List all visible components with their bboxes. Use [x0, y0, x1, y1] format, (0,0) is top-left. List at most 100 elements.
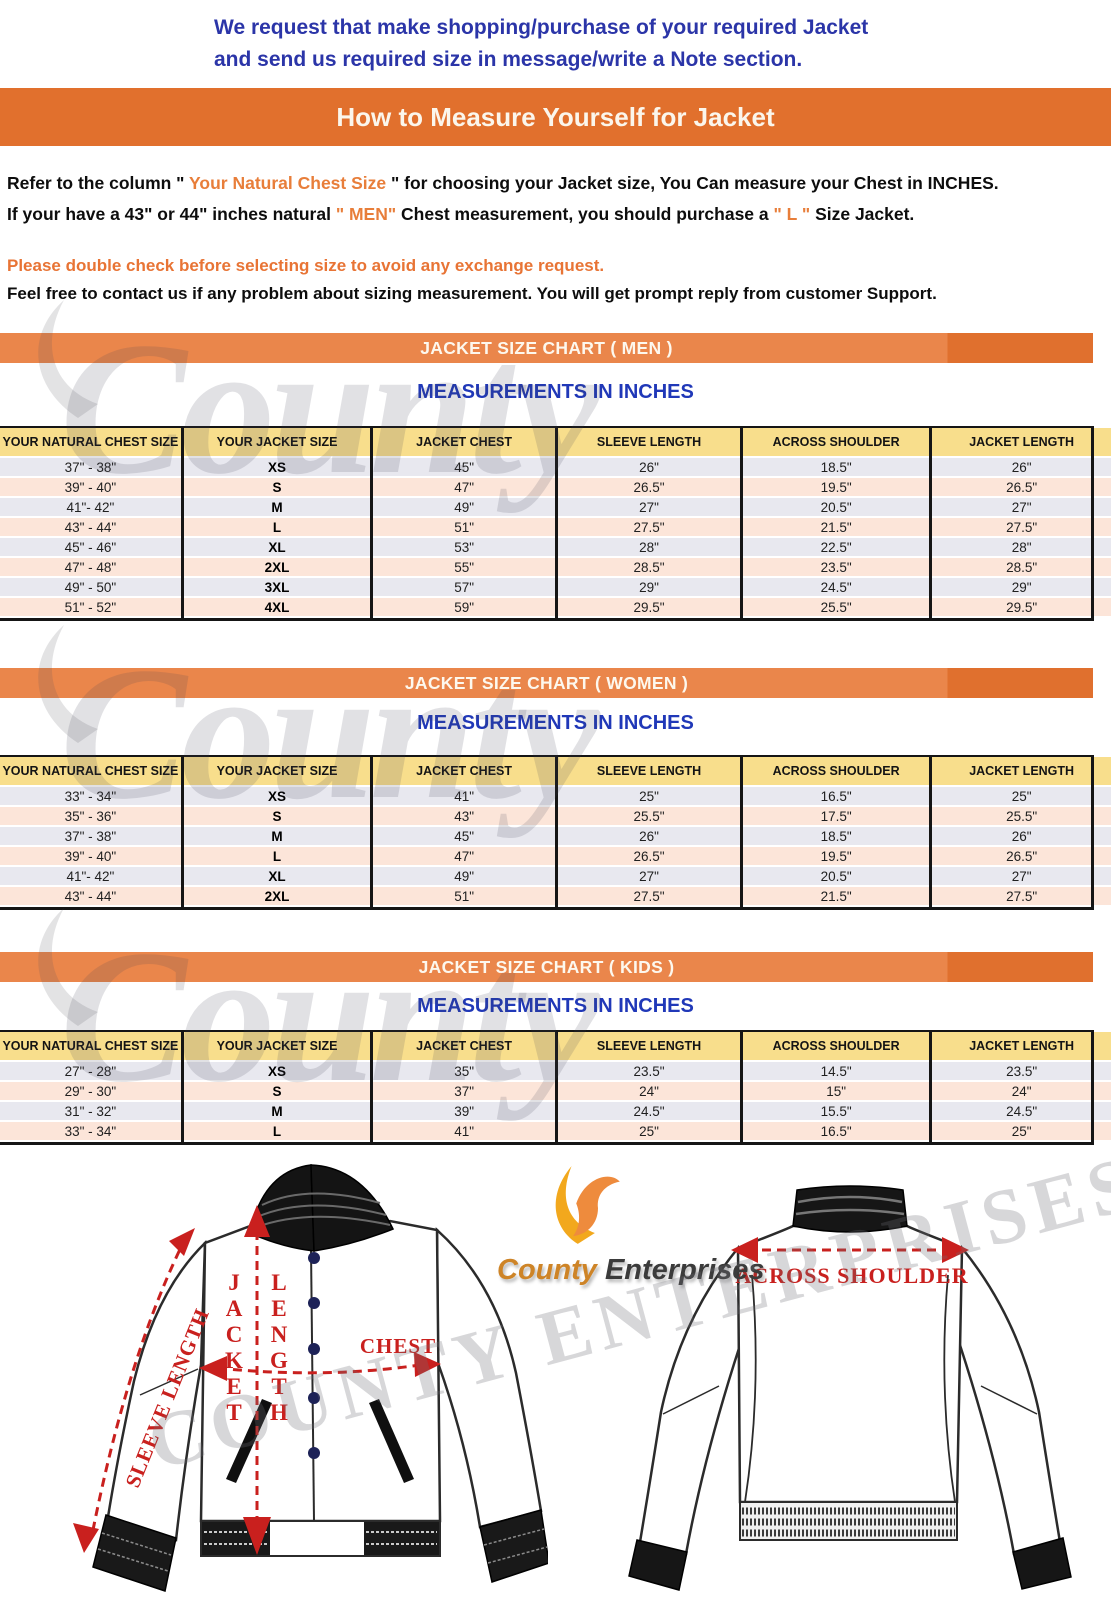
column-header: YOUR JACKET SIZE [180, 428, 372, 458]
table-cell: 53" [370, 537, 557, 558]
table-cell: XL [180, 537, 372, 558]
table-cell: 27.5" [555, 517, 742, 538]
table-cell: 23.5" [555, 1061, 742, 1082]
table-row: 33" - 34" XS 41" 25" 16.5" 25" [0, 786, 1111, 807]
table-cell: 18.5" [739, 826, 931, 847]
sleeve-arrow-top [169, 1228, 195, 1256]
table-cell: 26" [929, 457, 1111, 478]
table-cell: 23.5" [929, 1061, 1111, 1082]
table-cell: 20.5" [739, 866, 931, 887]
column-header: JACKET LENGTH [929, 428, 1111, 458]
table-cell: 37" - 38" [0, 457, 183, 478]
table-cell: 26.5" [929, 846, 1111, 867]
table-cell: 23.5" [739, 557, 931, 578]
table-cell: 51" - 52" [0, 597, 183, 618]
table-cell: 28.5" [555, 557, 742, 578]
table-cell: 16.5" [739, 1121, 931, 1142]
table-cell: 49" - 50" [0, 577, 183, 598]
table-cell: 25" [555, 786, 742, 807]
shoulder-arrow-left [731, 1237, 758, 1263]
table-cell: 27" [555, 497, 742, 518]
table-cell: 27.5" [555, 886, 742, 907]
brand-name-county: County [497, 1254, 605, 1286]
table-row: 37" - 38" XS 45" 26" 18.5" 26" [0, 457, 1111, 478]
table-row: 43" - 44" 2XL 51" 27.5" 21.5" 27.5" [0, 886, 1111, 907]
table-row: 51" - 52" 4XL 59" 29.5" 25.5" 29.5" [0, 597, 1111, 618]
table-cell: 45" - 46" [0, 537, 183, 558]
table-cell: 17.5" [739, 806, 931, 827]
table-row: 29" - 30" S 37" 24" 15" 24" [0, 1081, 1111, 1102]
men-chart-subtitle: MEASUREMENTS IN INCHES [417, 381, 694, 403]
men-chart-banner: JACKET SIZE CHART ( MEN ) [0, 333, 1093, 363]
table-header-row: YOUR NATURAL CHEST SIZE YOUR JACKET SIZE J… [0, 757, 1111, 787]
column-header: SLEEVE LENGTH [555, 757, 742, 787]
table-cell: 27" [929, 866, 1111, 887]
table-cell: 51" [370, 517, 557, 538]
shoulder-arrow-right [942, 1237, 969, 1263]
contact-note: Feel free to contact us if any problem a… [7, 284, 937, 303]
table-cell: 15.5" [739, 1101, 931, 1122]
table-cell: 24" [929, 1081, 1111, 1102]
table-border [0, 618, 1094, 621]
table-row: 39" - 40" S 47" 26.5" 19.5" 26.5" [0, 477, 1111, 498]
table-cell: 25" [929, 1121, 1111, 1142]
table-cell: 2XL [180, 557, 372, 578]
men-size-table-grid: YOUR NATURAL CHEST SIZE YOUR JACKET SIZE J… [0, 428, 1111, 618]
table-border [1091, 426, 1094, 618]
table-cell: 35" [370, 1061, 557, 1082]
table-cell: 20.5" [739, 497, 931, 518]
women-size-table: YOUR NATURAL CHEST SIZE YOUR JACKET SIZE J… [0, 755, 1111, 910]
table-cell: 24" [555, 1081, 742, 1102]
across-shoulder-label: ACROSS SHOULDER [735, 1263, 968, 1288]
table-cell: L [180, 517, 372, 538]
length-arrow-top [244, 1205, 270, 1237]
table-row: 27" - 28" XS 35" 23.5" 14.5" 23.5" [0, 1061, 1111, 1082]
table-cell: 41" [370, 1121, 557, 1142]
table-row: 35" - 36" S 43" 25.5" 17.5" 25.5" [0, 806, 1111, 827]
page-title-banner: How to Measure Yourself for Jacket [0, 88, 1111, 146]
table-cell: 24.5" [929, 1101, 1111, 1122]
table-cell: 47" - 48" [0, 557, 183, 578]
table-cell: 2XL [180, 886, 372, 907]
column-header: YOUR NATURAL CHEST SIZE [0, 1032, 183, 1062]
table-border [1091, 755, 1094, 907]
table-cell: 57" [370, 577, 557, 598]
instructions: Refer to the column " Your Natural Chest… [7, 168, 1107, 230]
intro-line-2: and send us required size in message/wri… [214, 48, 803, 71]
table-cell: 43" - 44" [0, 517, 183, 538]
table-cell: S [180, 1081, 372, 1102]
column-header: JACKET LENGTH [929, 757, 1111, 787]
left-cuff [92, 1514, 177, 1592]
men-size-table: YOUR NATURAL CHEST SIZE YOUR JACKET SIZE J… [0, 426, 1111, 621]
column-header: ACROSS SHOULDER [739, 1032, 931, 1062]
table-cell: 43" - 44" [0, 886, 183, 907]
table-cell: 24.5" [739, 577, 931, 598]
table-border [0, 907, 1094, 910]
table-cell: 26.5" [555, 477, 742, 498]
column-header: YOUR NATURAL CHEST SIZE [0, 757, 183, 787]
table-cell: XS [180, 786, 372, 807]
women-chart-banner: JACKET SIZE CHART ( WOMEN ) [0, 668, 1093, 698]
table-cell: 15" [739, 1081, 931, 1102]
column-header: SLEEVE LENGTH [555, 428, 742, 458]
table-row: 41"- 42" M 49" 27" 20.5" 27" [0, 497, 1111, 518]
table-row: 33" - 34" L 41" 25" 16.5" 25" [0, 1121, 1111, 1142]
table-cell: 27" - 28" [0, 1061, 183, 1082]
table-cell: 14.5" [739, 1061, 931, 1082]
women-size-table-grid: YOUR NATURAL CHEST SIZE YOUR JACKET SIZE J… [0, 757, 1111, 907]
column-header: YOUR JACKET SIZE [180, 1032, 372, 1062]
table-cell: 39" [370, 1101, 557, 1122]
highlight-size-l: " L " [773, 204, 811, 224]
right-cuff [479, 1509, 548, 1583]
brand-name: County Enterprises [497, 1254, 765, 1287]
column-header: JACKET LENGTH [929, 1032, 1111, 1062]
table-border [0, 1030, 1094, 1032]
table-cell: 59" [370, 597, 557, 618]
chest-arrow-right [414, 1352, 441, 1377]
table-cell: 18.5" [739, 457, 931, 478]
table-cell: 49" [370, 497, 557, 518]
double-check-note: Please double check before selecting siz… [7, 256, 605, 275]
table-cell: XS [180, 457, 372, 478]
